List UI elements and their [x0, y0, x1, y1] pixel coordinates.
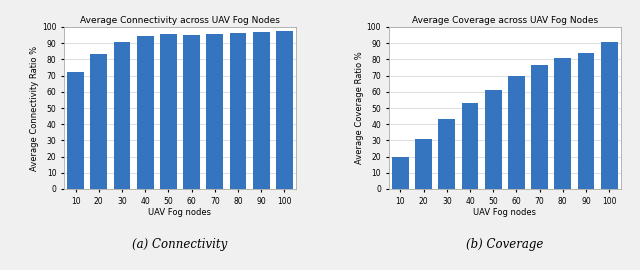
Bar — [276, 31, 292, 189]
Bar — [508, 76, 525, 189]
Bar — [392, 157, 409, 189]
Bar — [461, 103, 478, 189]
Text: (a) Connectivity: (a) Connectivity — [132, 238, 228, 251]
Bar — [67, 72, 84, 189]
Y-axis label: Average Coverage Ratio %: Average Coverage Ratio % — [355, 52, 364, 164]
Bar — [485, 90, 502, 189]
Bar — [183, 35, 200, 189]
Bar — [438, 119, 455, 189]
Bar — [415, 139, 432, 189]
Bar — [601, 42, 618, 189]
Bar — [531, 65, 548, 189]
Title: Average Coverage across UAV Fog Nodes: Average Coverage across UAV Fog Nodes — [412, 16, 598, 25]
Bar — [160, 34, 177, 189]
Bar — [230, 33, 246, 189]
Title: Average Connectivity across UAV Fog Nodes: Average Connectivity across UAV Fog Node… — [80, 16, 280, 25]
Bar — [253, 32, 269, 189]
Y-axis label: Average Connectivity Ratio %: Average Connectivity Ratio % — [30, 45, 39, 171]
Bar — [578, 53, 595, 189]
X-axis label: UAV Fog nodes: UAV Fog nodes — [148, 208, 211, 217]
Bar — [207, 34, 223, 189]
Bar — [90, 54, 107, 189]
X-axis label: UAV Fog nodes: UAV Fog nodes — [474, 208, 536, 217]
Bar — [114, 42, 131, 189]
Bar — [554, 58, 571, 189]
Text: (b) Coverage: (b) Coverage — [466, 238, 543, 251]
Bar — [137, 36, 154, 189]
